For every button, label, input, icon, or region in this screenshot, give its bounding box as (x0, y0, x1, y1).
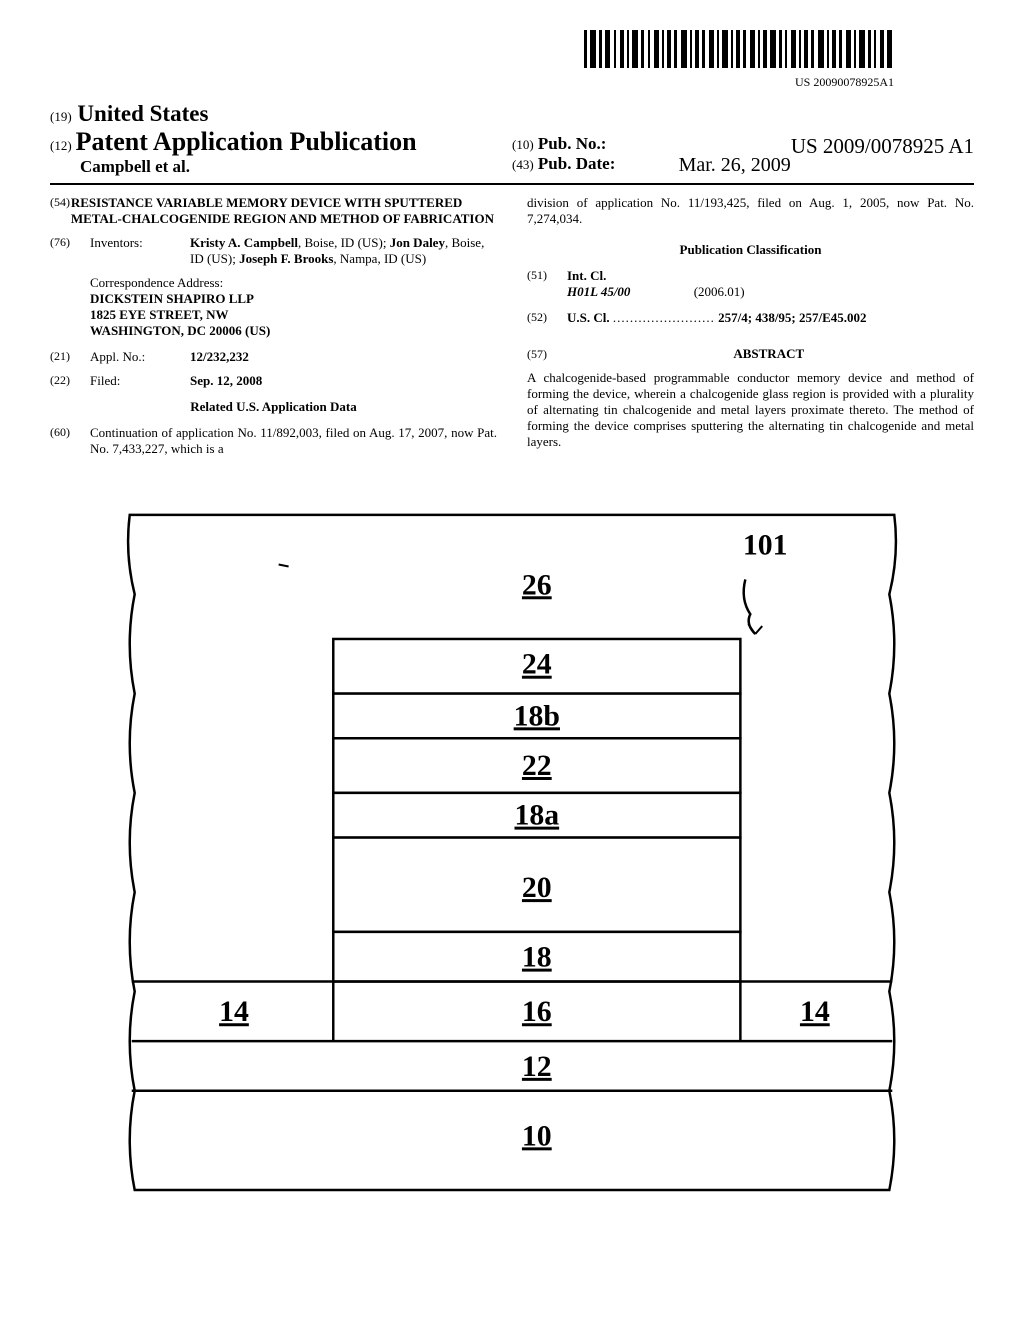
fig-label-14-left: 14 (219, 995, 249, 1028)
appl-no: 12/232,232 (190, 349, 249, 364)
pub-type: Patent Application Publication (76, 127, 417, 156)
code-60: (60) (50, 425, 90, 457)
related-heading: Related U.S. Application Data (50, 399, 497, 415)
abstract-text: A chalcogenide-based programmable conduc… (527, 370, 974, 450)
invention-title: RESISTANCE VARIABLE MEMORY DEVICE WITH S… (71, 195, 497, 227)
int-cl-row: (51) Int. Cl. H01L 45/00 (2006.01) (527, 268, 974, 300)
division-text: division of application No. 11/193,425, … (527, 195, 974, 227)
country-line: (19) United States (50, 101, 512, 127)
right-column: division of application No. 11/193,425, … (527, 195, 974, 465)
code-54: (54) (50, 195, 71, 227)
inventor-2: Jon Daley (390, 235, 445, 250)
figure-area: 101 26 24 18b 22 18a 20 18 14 16 14 12 1… (90, 495, 934, 1210)
appl-row: (21) Appl. No.: 12/232,232 (50, 349, 497, 365)
left-column: (54) RESISTANCE VARIABLE MEMORY DEVICE W… (50, 195, 497, 465)
fig-label-14-right: 14 (800, 995, 830, 1028)
us-cl-block: U.S. Cl. ........................ 257/4;… (567, 310, 867, 326)
fig-label-20: 20 (522, 871, 552, 904)
code-10: (10) (512, 137, 534, 152)
classification-heading: Publication Classification (527, 242, 974, 258)
header: (19) United States (12) Patent Applicati… (50, 101, 974, 185)
pub-no-label: Pub. No.: (538, 134, 606, 153)
code-43: (43) (512, 157, 534, 172)
barcode-svg (584, 30, 894, 68)
inventors-row: (76) Inventors: Kristy A. Campbell, Bois… (50, 235, 497, 267)
header-left: (19) United States (12) Patent Applicati… (50, 101, 512, 177)
fig-label-22: 22 (522, 749, 552, 782)
fig-label-101: 101 (743, 529, 788, 562)
code-19: (19) (50, 109, 72, 124)
filed-row: (22) Filed: Sep. 12, 2008 (50, 373, 497, 389)
pub-type-line: (12) Patent Application Publication (50, 127, 512, 157)
continuation-row: (60) Continuation of application No. 11/… (50, 425, 497, 457)
correspondence: Correspondence Address: DICKSTEIN SHAPIR… (90, 275, 497, 339)
appl-label: Appl. No.: (90, 349, 190, 365)
us-cl-row: (52) U.S. Cl. ........................ 2… (527, 310, 974, 326)
title-row: (54) RESISTANCE VARIABLE MEMORY DEVICE W… (50, 195, 497, 227)
corr-line1: DICKSTEIN SHAPIRO LLP (90, 291, 254, 306)
int-cl-label: Int. Cl. (567, 268, 606, 283)
country: United States (77, 101, 208, 126)
inventor-1: Kristy A. Campbell (190, 235, 298, 250)
fig-label-18: 18 (522, 941, 552, 974)
inventors-label: Inventors: (90, 235, 190, 267)
barcode-region: US 20090078925A1 (50, 30, 974, 91)
code-57: (57) (527, 347, 567, 362)
int-cl-year: (2006.01) (694, 284, 745, 299)
continuation-text: Continuation of application No. 11/892,0… (90, 425, 497, 457)
pub-no-line: (10) Pub. No.: US 2009/0078925 A1 (512, 134, 974, 154)
fig-label-26: 26 (522, 568, 552, 601)
barcode: US 20090078925A1 (584, 30, 894, 90)
biblio-columns: (54) RESISTANCE VARIABLE MEMORY DEVICE W… (50, 195, 974, 465)
us-cl-dots: ........................ (613, 310, 715, 325)
header-right: (10) Pub. No.: US 2009/0078925 A1 (43) P… (512, 134, 974, 177)
inventors: Kristy A. Campbell, Boise, ID (US); Jon … (190, 235, 497, 267)
code-76: (76) (50, 235, 90, 267)
pub-date: Mar. 26, 2009 (679, 154, 791, 177)
int-cl-block: Int. Cl. H01L 45/00 (2006.01) (567, 268, 745, 300)
code-12: (12) (50, 138, 72, 153)
fig-label-18b: 18b (514, 699, 560, 732)
fig-label-10: 10 (522, 1119, 552, 1152)
fig-label-12: 12 (522, 1050, 552, 1083)
abstract-label: ABSTRACT (733, 346, 804, 361)
patent-figure: 101 26 24 18b 22 18a 20 18 14 16 14 12 1… (90, 495, 934, 1210)
int-cl-code: H01L 45/00 (567, 284, 630, 299)
authors: Campbell et al. (80, 157, 190, 176)
filed-label: Filed: (90, 373, 190, 389)
code-52: (52) (527, 310, 567, 326)
pub-date-label: Pub. Date: (538, 154, 615, 173)
code-21: (21) (50, 349, 90, 365)
fig-label-18a: 18a (514, 799, 559, 832)
us-cl-label: U.S. Cl. (567, 310, 610, 325)
corr-line3: WASHINGTON, DC 20006 (US) (90, 323, 270, 338)
filed-date: Sep. 12, 2008 (190, 373, 262, 388)
fig-label-16: 16 (522, 995, 552, 1028)
corr-line2: 1825 EYE STREET, NW (90, 307, 228, 322)
code-22: (22) (50, 373, 90, 389)
code-51: (51) (527, 268, 567, 300)
barcode-text: US 20090078925A1 (584, 75, 894, 90)
corr-label: Correspondence Address: (90, 275, 497, 291)
pub-no: US 2009/0078925 A1 (791, 134, 974, 159)
us-cl-codes: 257/4; 438/95; 257/E45.002 (718, 310, 866, 325)
inventor-3: Joseph F. Brooks (239, 251, 333, 266)
abstract-header-row: (57) ABSTRACT (527, 346, 974, 362)
fig-label-24: 24 (522, 648, 552, 681)
